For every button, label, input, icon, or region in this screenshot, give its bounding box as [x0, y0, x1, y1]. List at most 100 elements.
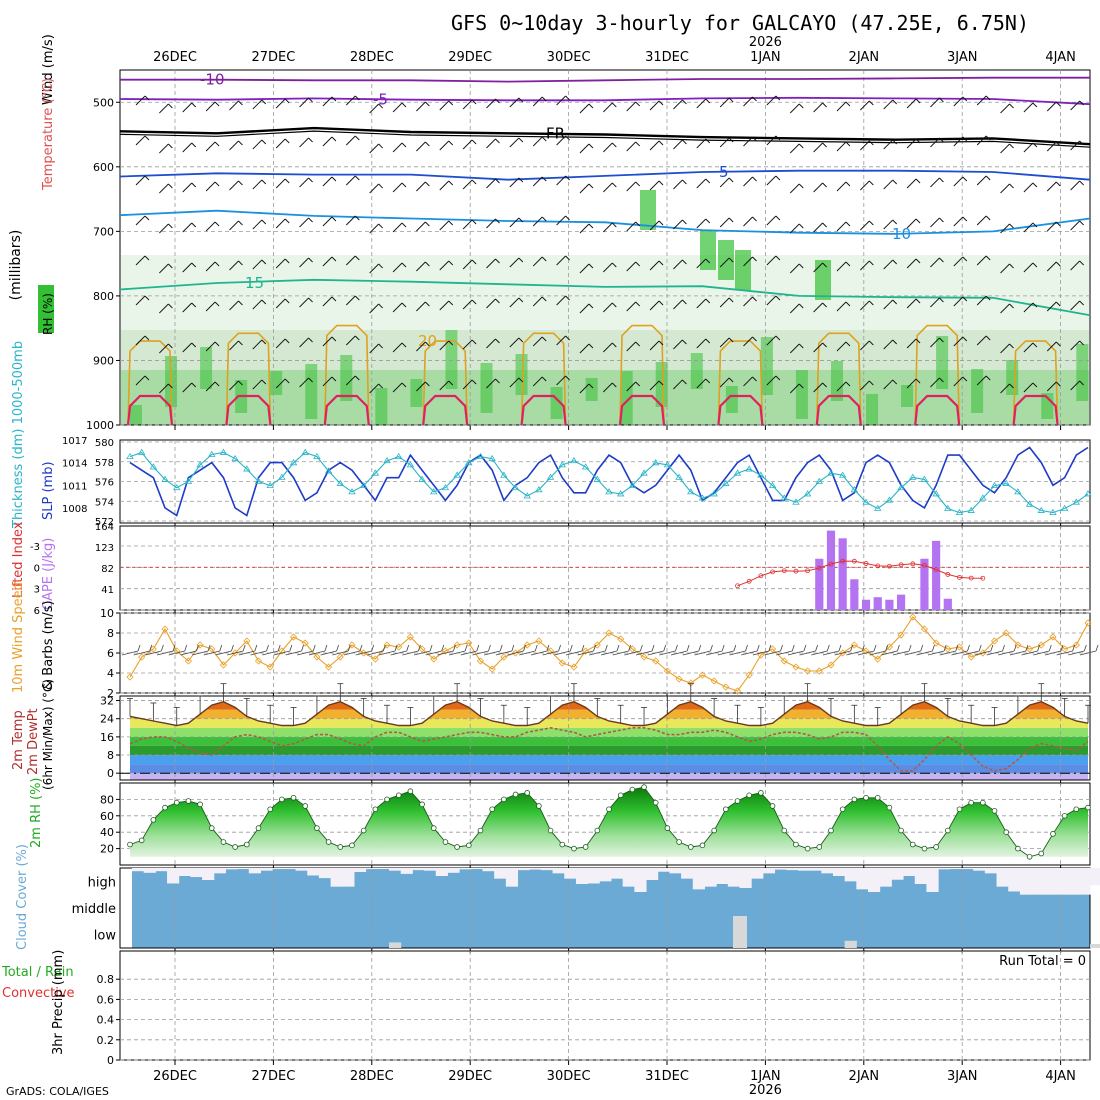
thickness-point — [932, 490, 940, 497]
temperature-contour — [520, 394, 567, 426]
minmax-axis-label: (6hr Min/Max) (°C) — [41, 679, 55, 790]
wind-barb-10m — [717, 650, 734, 656]
wind-barb — [448, 260, 454, 266]
rh-point — [559, 841, 566, 848]
wind-barb — [906, 218, 917, 229]
wind-barb-10m — [301, 644, 304, 652]
wind-speed-point — [313, 653, 321, 661]
wind-barb — [565, 335, 570, 341]
wind-barb — [331, 96, 337, 102]
thickness-point — [406, 461, 415, 468]
wind-barb — [205, 381, 216, 392]
rh-cell — [901, 385, 914, 407]
temperature-contour — [422, 340, 468, 426]
wind-barb — [135, 135, 146, 146]
wind-barb — [518, 137, 524, 143]
wind-speed-point — [488, 665, 496, 673]
wind-barb — [883, 179, 894, 190]
slp-axis-label: SLP (mb) — [41, 461, 56, 520]
wind-speed-point — [465, 639, 473, 647]
wind-barb — [602, 382, 613, 393]
cloud-middle-bar — [733, 916, 747, 948]
wind-barb — [939, 97, 944, 103]
wind-barb — [658, 260, 664, 266]
thickness-point — [745, 465, 753, 472]
wind-barb-10m — [242, 644, 246, 652]
wind-barb — [168, 143, 173, 149]
slp-tick-label: 1011 — [62, 481, 87, 492]
y-tick-label: 24 — [100, 713, 114, 726]
thickness-point — [219, 448, 228, 455]
wind-barb — [168, 223, 173, 229]
wind-barb — [930, 97, 940, 108]
wind-barb — [752, 176, 757, 182]
cloud-high-gap — [143, 868, 156, 873]
thickness-point — [710, 490, 718, 497]
wind-barb — [532, 336, 543, 347]
wind-barb — [135, 295, 146, 306]
temperature-contour — [618, 394, 666, 426]
wind-barb — [962, 176, 968, 182]
lifted-index-point — [968, 575, 974, 581]
wind-barb — [159, 143, 169, 154]
wind-barb — [354, 135, 360, 141]
rh-point — [185, 798, 192, 804]
wind-barb — [906, 98, 917, 109]
wind-barb — [238, 140, 243, 146]
y-tick-label: 0.2 — [97, 1034, 115, 1047]
wind-barb — [579, 223, 590, 234]
cloud-high-gap — [856, 868, 869, 890]
wind-barb — [1032, 262, 1038, 268]
wind-barb — [813, 342, 823, 353]
rh-cell — [655, 362, 668, 407]
wind-barb — [658, 100, 664, 106]
rh-point — [255, 825, 262, 831]
wind-barb — [588, 103, 594, 109]
wind-barb-10m — [600, 650, 618, 656]
cloud-low-bar — [844, 940, 857, 948]
top-date-label: 28DEC — [350, 50, 394, 65]
lifted-index-point — [781, 568, 787, 574]
thickness-tick-label: 572 — [95, 517, 114, 528]
wind-barb — [906, 178, 917, 189]
wind-barb — [728, 377, 734, 383]
wind-barb — [168, 303, 173, 309]
wind-barb — [448, 100, 454, 106]
wind-barb — [1079, 260, 1084, 266]
wind-barb — [1046, 381, 1057, 392]
wind-barb — [976, 215, 987, 226]
thickness-series-line — [129, 451, 1089, 514]
top-date-label: 2JAN — [849, 50, 880, 65]
wind-barb — [486, 178, 496, 189]
wind-barb — [1055, 341, 1061, 347]
wind-barb — [392, 382, 403, 393]
wind-barb — [728, 337, 734, 343]
wind-barb — [705, 218, 711, 224]
wind-barb — [486, 98, 496, 109]
wind-barb — [518, 337, 524, 343]
y-tick-label: 20 — [100, 843, 114, 856]
rh-point — [769, 803, 776, 809]
wind-barb — [378, 303, 383, 309]
wind-barb — [144, 95, 150, 101]
y-tick-label: 80 — [100, 793, 114, 806]
thickness-point — [418, 475, 426, 482]
contour-label: 15 — [245, 274, 264, 292]
wind-barb — [1032, 102, 1038, 108]
wind-barb — [719, 137, 730, 148]
wind-speed-point — [173, 647, 181, 655]
thickness-point — [313, 452, 321, 459]
wind-barb — [1055, 221, 1061, 227]
contour-label: 20 — [418, 332, 437, 350]
wind-barb — [976, 375, 987, 386]
wind-barb — [565, 375, 570, 381]
wind-barb — [1055, 381, 1061, 387]
rh-cell — [795, 370, 808, 419]
wind-barb-10m — [523, 644, 526, 652]
wind-barb — [635, 181, 641, 187]
cloud-high-gap — [926, 868, 939, 892]
rh-cell — [130, 405, 142, 425]
rh-point — [816, 844, 823, 850]
thickness-point — [1060, 504, 1069, 511]
wind-barb — [775, 135, 781, 141]
